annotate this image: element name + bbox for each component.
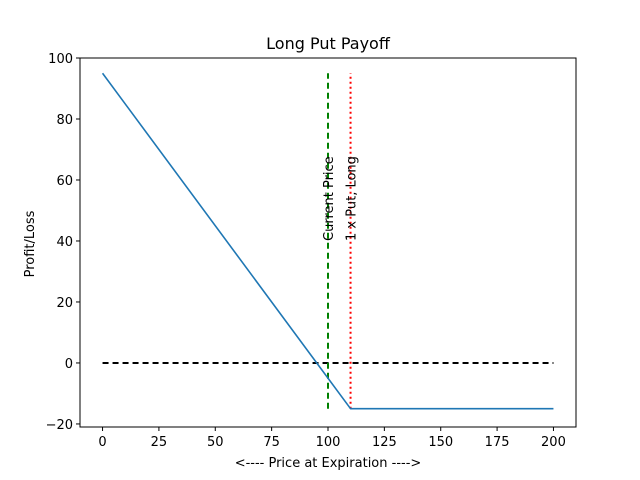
- x-tick-label: 175: [485, 435, 510, 450]
- y-tick-label: 20: [56, 296, 73, 311]
- x-tick-label: 0: [98, 435, 106, 450]
- y-tick-label: 0: [65, 357, 73, 372]
- x-tick-label: 75: [263, 435, 280, 450]
- y-tick-label: −20: [46, 418, 73, 433]
- y-axis-label: Profit/Loss: [23, 210, 38, 277]
- y-tick-label: 40: [56, 235, 73, 250]
- y-tick-label: 60: [56, 174, 73, 189]
- y-tick-label: 100: [48, 52, 73, 67]
- y-tick-label: 80: [56, 113, 73, 128]
- x-tick-label: 200: [541, 435, 566, 450]
- plot-area: 0 25 50 75 100 125 150 175 200 −20 0 20 40 60 80 100 Cur…: [46, 52, 577, 450]
- x-tick-label: 150: [428, 435, 453, 450]
- x-tick-label: 50: [207, 435, 224, 450]
- x-tick-label: 100: [316, 435, 341, 450]
- annotation-label: 1 x Put, Long: [345, 156, 360, 241]
- x-axis-label: <---- Price at Expiration ---->: [235, 456, 422, 471]
- chart-title: Long Put Payoff: [266, 34, 391, 53]
- payoff-line: [101, 72, 554, 410]
- annotation-label: Current Price: [322, 156, 337, 241]
- x-tick-label: 125: [372, 435, 397, 450]
- x-tick-label: 25: [151, 435, 168, 450]
